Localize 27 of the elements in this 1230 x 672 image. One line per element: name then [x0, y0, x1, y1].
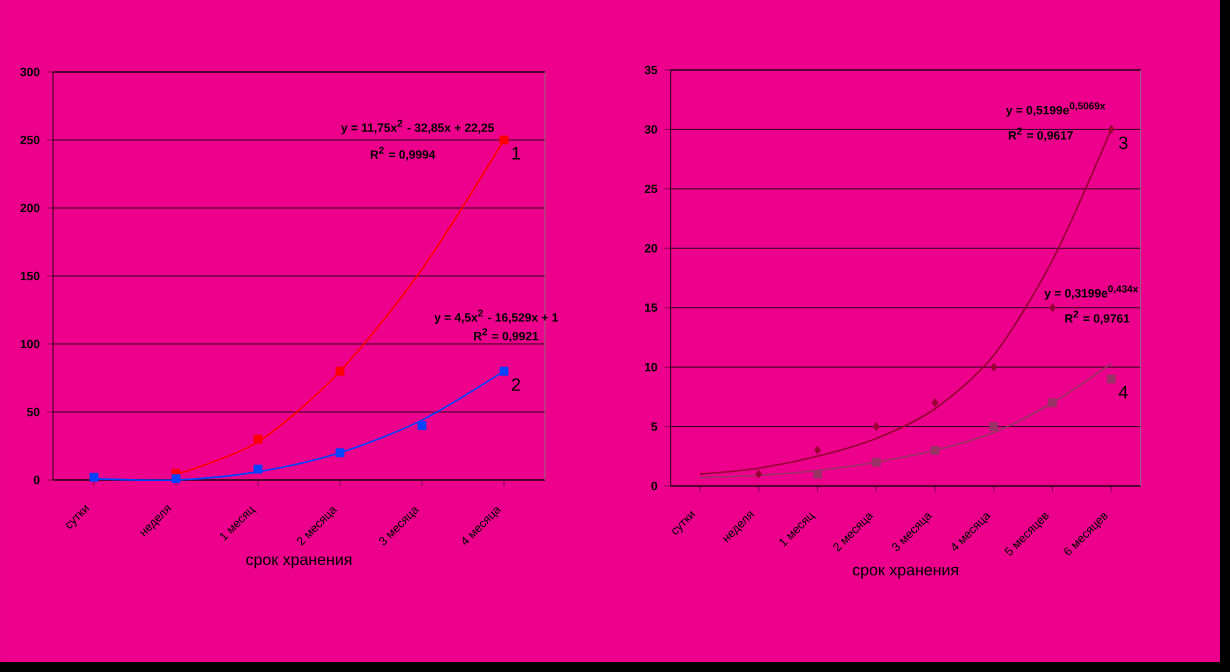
point [1107, 125, 1115, 134]
point [89, 472, 99, 482]
series-label: 2 [511, 378, 521, 391]
point [499, 135, 509, 145]
point [1106, 374, 1116, 384]
point [931, 398, 939, 408]
point [872, 422, 880, 431]
point [499, 366, 509, 376]
point [989, 422, 999, 431]
point [417, 421, 427, 430]
series-label: 1 [512, 147, 521, 160]
point [335, 448, 345, 458]
point [930, 445, 940, 455]
point [871, 457, 881, 467]
series-label: 3 [1118, 136, 1128, 150]
point [990, 362, 998, 372]
point [813, 469, 822, 479]
point [253, 434, 263, 444]
point [171, 474, 181, 484]
point [335, 366, 345, 376]
series-label: 4 [1118, 386, 1128, 399]
point [1049, 303, 1056, 313]
point [814, 445, 821, 455]
point [253, 464, 263, 474]
point [755, 469, 763, 479]
point [1048, 398, 1057, 408]
line-series [699, 362, 1113, 479]
